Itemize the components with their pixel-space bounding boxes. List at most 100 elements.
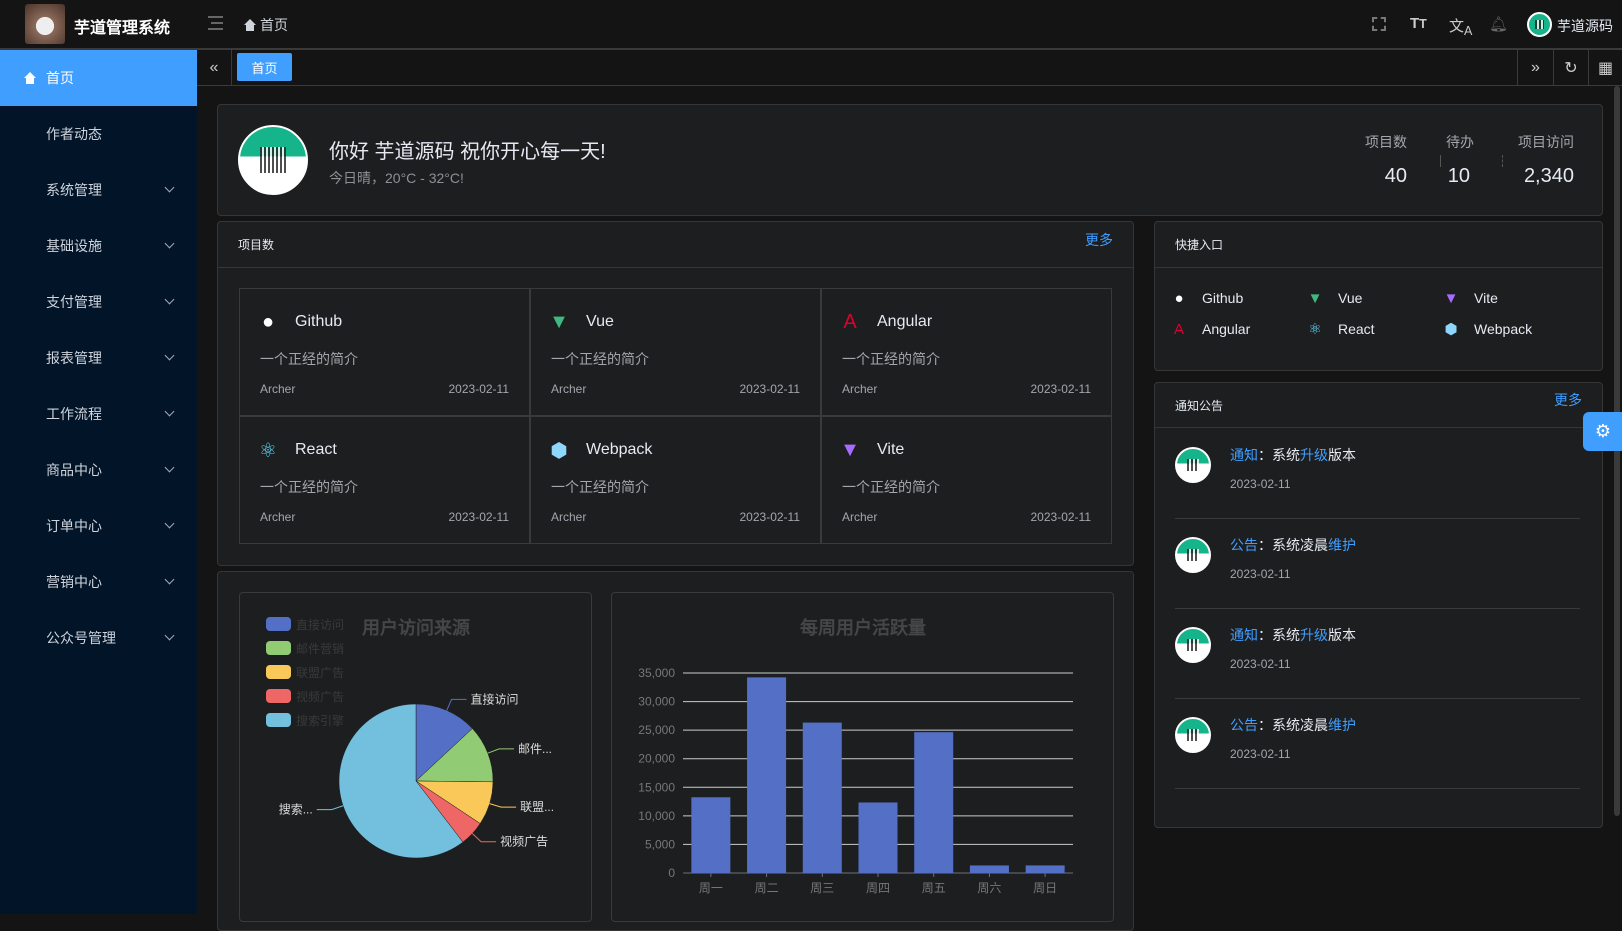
sidebar-item[interactable]: 系统管理	[0, 162, 197, 218]
legend-label: 搜索引擎	[296, 713, 344, 728]
breadcrumb-home[interactable]: 首页	[260, 17, 288, 33]
quick-entry-item[interactable]: ⚛ React	[1306, 320, 1374, 338]
more-link[interactable]: 更多	[1085, 231, 1113, 248]
chart-title: 每周用户活跃量	[800, 617, 926, 638]
project-card[interactable]: ▼ Vue 一个正经的简介 Archer 2023-02-11	[530, 288, 821, 416]
label-line	[446, 698, 467, 711]
refresh-icon[interactable]: ↻	[1553, 50, 1588, 85]
project-card[interactable]: ⚛ React 一个正经的简介 Archer 2023-02-11	[239, 416, 530, 544]
notice-date: 2023-02-11	[1230, 567, 1291, 581]
project-date: 2023-02-11	[448, 382, 510, 396]
x-tick-label: 周三	[810, 881, 834, 895]
breadcrumb[interactable]: 首页	[244, 15, 288, 35]
quick-entry-item[interactable]: ● Github	[1170, 289, 1243, 307]
notice-type[interactable]: 通知	[1230, 447, 1258, 463]
bar	[858, 802, 898, 873]
legend-label: 邮件营销	[296, 642, 344, 656]
scroll-left-icon[interactable]: «	[197, 50, 232, 85]
x-tick-label: 周四	[866, 881, 890, 895]
bell-icon[interactable]: 🔔︎	[1489, 16, 1509, 33]
notice-text: 系统凌晨	[1272, 717, 1328, 733]
notice-type[interactable]: 公告	[1230, 717, 1258, 733]
tab-home[interactable]: 首页	[237, 53, 292, 81]
sidebar-item[interactable]: 工作流程	[0, 386, 197, 442]
label-line	[487, 748, 515, 754]
notice-type[interactable]: 通知	[1230, 627, 1258, 643]
label-line	[316, 805, 344, 811]
user-avatar[interactable]	[1527, 12, 1552, 37]
sidebar-item[interactable]: 作者动态	[0, 106, 197, 162]
notice-item[interactable]: 通知：系统升级版本 2023-02-11	[1175, 609, 1580, 699]
notice-item[interactable]: 通知：系统升级版本 2023-02-11	[1175, 429, 1580, 519]
github-icon: ●	[1174, 289, 1184, 307]
notice-item[interactable]: 公告：系统凌晨维护 2023-02-11	[1175, 699, 1580, 789]
react-icon: ⚛	[259, 439, 277, 462]
font-size-icon[interactable]: TT	[1410, 15, 1427, 32]
legend-swatch	[266, 665, 291, 679]
webpack-icon: ⬢	[1444, 321, 1458, 338]
quick-entry-label: Webpack	[1474, 321, 1533, 337]
stat-label: 待办	[1446, 134, 1474, 150]
vue-icon: ▼	[1307, 289, 1323, 307]
scrollbar[interactable]	[1614, 86, 1620, 816]
bar	[1025, 865, 1065, 873]
settings-gear-icon[interactable]: ⚙	[1583, 412, 1622, 451]
sidebar-item[interactable]: 商品中心	[0, 442, 197, 498]
project-name: Webpack	[586, 441, 653, 458]
quick-entry-card: 快捷入口 ● Github ▼ Vue ▼ Vite A Angular ⚛ React ⬢ Webp…	[1154, 221, 1603, 371]
pie-slice	[415, 703, 473, 782]
sidebar-item[interactable]: 公众号管理	[0, 610, 197, 666]
user-name[interactable]: 芋道源码	[1557, 18, 1613, 34]
label-line	[489, 803, 517, 808]
card-title: 通知公告	[1175, 398, 1224, 413]
sidebar-item[interactable]: 基础设施	[0, 218, 197, 274]
chevron-down-icon	[164, 462, 175, 473]
quick-entry-label: Vite	[1474, 290, 1498, 306]
bar-chart-panel: 每周用户活跃量 0 5,000 10,000 15,000 20,000 25,000 30,…	[611, 592, 1114, 922]
y-tick-label: 30,000	[638, 695, 675, 709]
project-author: Archer	[842, 510, 878, 524]
project-card[interactable]: ▼ Vite 一个正经的简介 Archer 2023-02-11	[821, 416, 1112, 544]
quick-entry-item[interactable]: A Angular	[1170, 320, 1250, 338]
notice-item[interactable]: 公告：系统凌晨维护 2023-02-11	[1175, 519, 1580, 609]
notice-type[interactable]: 公告	[1230, 537, 1258, 553]
quick-entry-item[interactable]: ⬢ Webpack	[1442, 320, 1532, 338]
project-desc: 一个正经的简介	[551, 479, 649, 495]
fullscreen-icon[interactable]	[1372, 17, 1386, 31]
sidebar-item-label: 报表管理	[46, 350, 102, 366]
project-author: Archer	[260, 510, 296, 524]
separator: ：	[1258, 447, 1272, 463]
sidebar-item[interactable]: 首页	[0, 50, 197, 106]
sidebar-item-label: 公众号管理	[46, 630, 116, 646]
legend-swatch	[266, 617, 291, 631]
sidebar-item[interactable]: 支付管理	[0, 274, 197, 330]
stat-label: 项目数	[1365, 134, 1407, 150]
grid-menu-icon[interactable]: ▦	[1588, 50, 1622, 85]
logo	[25, 4, 65, 44]
sidebar-item-label: 作者动态	[46, 126, 102, 142]
bar-chart: 每周用户活跃量 0 5,000 10,000 15,000 20,000 25,000 30,…	[638, 617, 1073, 895]
project-date: 2023-02-11	[739, 510, 801, 524]
sidebar-item[interactable]: 营销中心	[0, 554, 197, 610]
more-link[interactable]: 更多	[1554, 392, 1582, 408]
sidebar-item[interactable]: 订单中心	[0, 498, 197, 554]
quick-entry-item[interactable]: ▼ Vue	[1306, 289, 1363, 307]
card-header: 通知公告 更多	[1155, 383, 1602, 428]
project-card[interactable]: ● Github 一个正经的简介 Archer 2023-02-11	[239, 288, 530, 416]
scroll-right-icon[interactable]: »	[1517, 50, 1553, 85]
card-title: 快捷入口	[1175, 238, 1224, 252]
project-card[interactable]: A Angular 一个正经的简介 Archer 2023-02-11	[821, 288, 1112, 416]
menu-collapse-icon[interactable]	[208, 16, 223, 30]
github-icon: ●	[261, 310, 275, 333]
project-name: Vite	[877, 441, 905, 458]
project-card[interactable]: ⬢ Webpack 一个正经的简介 Archer 2023-02-11	[530, 416, 821, 544]
quick-entry-item[interactable]: ▼ Vite	[1442, 289, 1498, 307]
legend-label: 直接访问	[296, 617, 344, 632]
sidebar-item[interactable]: 报表管理	[0, 330, 197, 386]
notice-date: 2023-02-11	[1230, 477, 1291, 491]
translate-icon[interactable]: 文A	[1449, 18, 1473, 38]
y-tick-label: 0	[668, 866, 675, 880]
project-date: 2023-02-11	[1030, 510, 1092, 524]
top-header: 芋道管理系统 首页 TT 文A 🔔︎ 芋道源码	[0, 0, 1622, 50]
notice-text: 系统	[1272, 447, 1300, 463]
